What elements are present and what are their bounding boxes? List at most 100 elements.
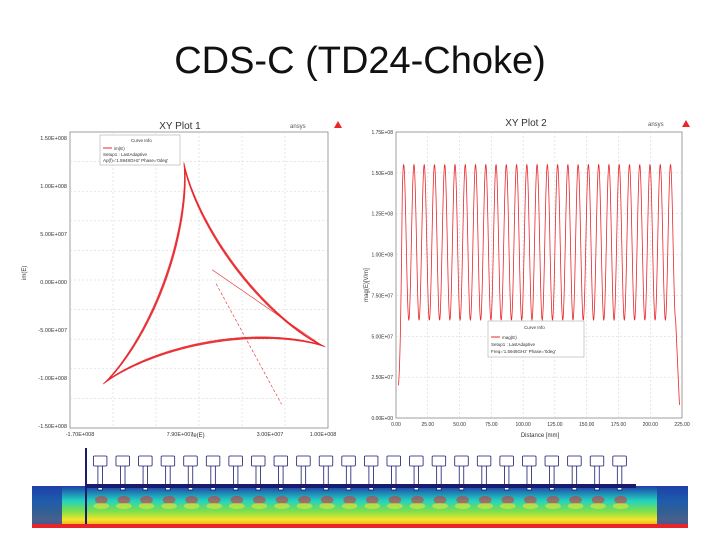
plot1-legend-entry-3: Ap(f)='1.5948GHz' Phase='0deg': [103, 158, 168, 163]
field-cell-warm: [274, 503, 290, 509]
plot2-ytick-label: 2.50E+07: [371, 375, 393, 381]
field-cell-head: [296, 455, 311, 467]
plot1-legend-header: Curve Info: [131, 138, 152, 143]
plot1-ytick-label: -1.50E+008: [38, 424, 67, 430]
field-cell-head: [431, 455, 447, 467]
field-cell-head: [454, 455, 469, 467]
plot2-ytick-label: 7.50E+07: [371, 293, 393, 299]
plot1-ytick-label: 5.00E+007: [40, 232, 67, 238]
field-cell-hotspot: [230, 496, 244, 504]
field-cell-head: [499, 455, 514, 467]
field-cell-hotspot: [501, 496, 515, 504]
plot1-logo-icon: [334, 121, 342, 128]
plot2-brand: ansys: [648, 122, 664, 128]
field-cell-warm: [251, 503, 268, 509]
field-hot-edge: [32, 524, 688, 528]
field-cell-hotspot: [185, 496, 198, 504]
plot2-series-tail: [675, 319, 680, 405]
plot2-title: XY Plot 2: [505, 118, 547, 129]
field-cell-head: [160, 455, 176, 467]
field-cell-head: [115, 455, 130, 467]
plot2-xtick-label: 75.00: [485, 422, 498, 428]
plot2-xtick-label: 150.00: [579, 422, 595, 428]
plot1-legend-box: [99, 134, 181, 166]
plot2-xlabel: Distance [mm]: [521, 433, 560, 439]
field-cell-head: [522, 455, 537, 467]
field-cell-head: [251, 455, 266, 467]
plot1-ylabel: im(E): [22, 266, 28, 280]
field-cell-warm: [115, 503, 132, 509]
field-cell-hotspot: [140, 496, 153, 504]
field-cell-hotspot: [365, 496, 379, 504]
field-simulation-image: [32, 448, 688, 528]
plot2-xtick-label: 25.00: [422, 422, 435, 428]
plot2-legend-entry-3: Freq='1.5948GHz' Phase='0deg': [491, 349, 556, 354]
plot1-xtick-label: -1.70E+008: [66, 432, 95, 438]
slide-title: CDS-C (TD24-Choke): [174, 40, 546, 82]
plot2-legend-box: [487, 320, 585, 358]
field-cell-warm: [296, 503, 313, 509]
field-left-port: [32, 486, 62, 528]
field-cell-hotspot: [411, 496, 424, 504]
field-cell-hotspot: [117, 496, 131, 504]
plot2-logo-icon: [682, 120, 690, 127]
field-cell-warm: [590, 503, 607, 509]
field-cell-hotspot: [433, 496, 447, 504]
field-cell-hotspot: [94, 496, 108, 504]
plot2-series-line: [398, 163, 677, 386]
plot2-xtick-label: 200.00: [643, 422, 659, 428]
field-cell-head: [363, 455, 379, 467]
plot1-curve: [102, 162, 326, 405]
field-cell-hotspot: [524, 496, 537, 504]
field-cell-hotspot: [388, 496, 402, 504]
plot2-tick-labels: 1.75E+08 1.50E+08 1.25E+08 1.00E+08 7.50E+07…: [371, 130, 689, 428]
field-cell-warm: [93, 503, 110, 509]
plot1-brand: ansys: [290, 124, 306, 130]
field-right-port: [657, 486, 688, 528]
field-cell-head: [567, 455, 582, 467]
plot1-xtick-label: 1.00E+008: [310, 432, 337, 438]
field-cell-warm: [228, 503, 245, 509]
field-cell-head: [318, 455, 334, 467]
field-cell-warm: [341, 503, 358, 509]
plot1-curve-loop: [104, 163, 325, 384]
plot2-xtick-label: 0.00: [391, 422, 401, 428]
field-cell-head: [589, 455, 605, 467]
plot2-legend-entry-1: mag(E): [502, 335, 517, 340]
plot1-ytick-label: -5.00E+007: [38, 328, 67, 334]
field-cell-warm: [319, 503, 336, 509]
plot2-ytick-label: 0.00E+00: [371, 416, 393, 422]
plot2-legend: Curve Info mag(E) Setup1 : LastAdaptive …: [487, 320, 585, 358]
field-cell-head: [612, 455, 627, 467]
plot1-legend-entry-2: Setup1 : LastAdaptive: [103, 152, 148, 157]
plot1-tick-labels: 1.50E+008 1.00E+008 5.00E+007 0.00E+000 -5.0…: [38, 136, 336, 438]
plot2-xtick-label: 225.00: [674, 422, 690, 428]
field-cell-warm: [386, 503, 403, 509]
field-cell-head: [386, 455, 401, 467]
plot2-curve: [398, 163, 680, 405]
field-cell-hotspot: [253, 496, 266, 504]
field-cell-warm: [499, 503, 516, 509]
plot1-ytick-label: 1.00E+008: [40, 184, 67, 190]
field-top-wall: [86, 484, 636, 488]
plot2-ytick-label: 5.00E+07: [371, 334, 393, 340]
field-cell-head: [273, 455, 289, 467]
field-cells: [86, 455, 636, 509]
field-cell-hotspot: [478, 496, 492, 504]
plot2-legend-header: Curve Info: [524, 325, 545, 330]
plot1-ytick-label: -1.00E+008: [38, 376, 67, 382]
field-cell-head: [341, 455, 356, 467]
field-cell-hotspot: [162, 496, 176, 504]
plot1-ytick-label: 1.50E+008: [40, 136, 67, 142]
field-cell-hotspot: [569, 496, 582, 504]
field-cell-warm: [206, 503, 223, 509]
field-cell-head: [92, 455, 108, 467]
field-cell-head: [476, 455, 492, 467]
plot2-ylabel: mag(E)[V/m]: [364, 268, 370, 302]
plot1-xtick-label: 7.90E+007: [167, 432, 194, 438]
plot1-legend-entry-1: im(E): [114, 146, 125, 151]
plot2-ytick-label: 1.50E+08: [371, 171, 393, 177]
field-cell-warm: [612, 503, 629, 509]
field-cell-hotspot: [546, 496, 560, 504]
field-cell-head: [138, 455, 153, 467]
